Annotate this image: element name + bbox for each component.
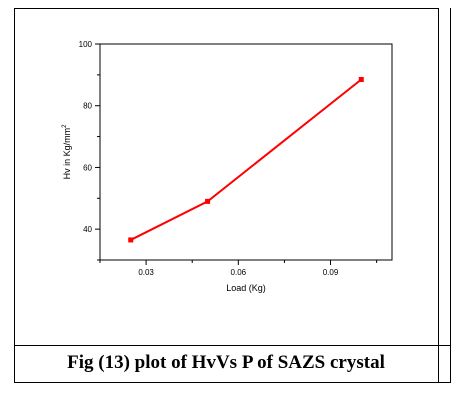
frame-right-border [438,8,439,383]
y-tick-label: 80 [83,102,92,111]
series-layer [128,76,364,243]
x-tick-label: 0.06 [231,268,247,277]
x-axis-label: Load (Kg) [226,283,266,293]
frame-bottom-border [14,382,438,383]
x-tick-label: 0.03 [138,268,154,277]
frame-caption-bottom [438,382,451,383]
x-tick-label: 0.09 [323,268,339,277]
data-point-marker [358,76,364,82]
y-tick-label: 60 [83,163,92,172]
plot-area-frame [99,43,393,261]
hardness-chart: 0.03 0.06 0.09 40 60 80 100 Load (Kg) Hv in Kg… [62,40,393,293]
frame-left-border [14,8,15,383]
data-point-marker [205,198,211,204]
frame-caption-divider [14,345,451,346]
series-line [130,78,362,241]
data-point-marker [128,237,134,243]
y-tick-label: 40 [83,225,92,234]
y-axis-label-superscript: 2 [62,124,68,128]
frame-top-border [14,8,438,9]
y-axis-label-text: Hv in Kg/mm [62,128,72,180]
figure-caption: Fig (13) plot of HvVs P of SAZS crystal [67,352,385,373]
y-axis-label: Hv in Kg/mm2 [62,124,72,180]
ticks-layer: 0.03 0.06 0.09 40 60 80 100 [79,40,378,277]
y-tick-label: 100 [79,40,93,49]
